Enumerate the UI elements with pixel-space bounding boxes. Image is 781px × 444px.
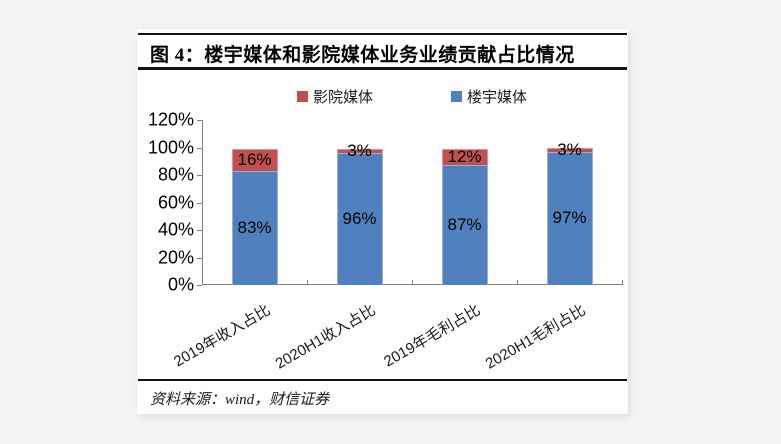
x-axis-tick-mark	[517, 280, 518, 285]
legend-item: 影院媒体	[296, 86, 373, 107]
figure-footer: 资料来源：wind，财信证券	[138, 379, 627, 409]
x-axis-tick-mark	[412, 280, 413, 285]
legend-label: 楼宇媒体	[467, 89, 528, 106]
bar-segment-cinema-media	[231, 148, 278, 171]
y-axis-tick-mark	[197, 257, 202, 259]
bar-segment-building-media	[441, 165, 488, 285]
legend-swatch-icon	[451, 91, 462, 102]
chart-legend: 影院媒体 楼宇媒体	[202, 86, 622, 107]
figure-header: 图 4：楼宇媒体和影院媒体业务业绩贡献占比情况	[138, 33, 627, 70]
bar-segment-building-media	[336, 153, 383, 285]
bar-segment-building-media	[546, 151, 593, 285]
bar-segment-building-media	[231, 170, 278, 285]
y-axis-tick-mark	[197, 147, 202, 149]
y-axis-tick-mark	[197, 120, 202, 121]
y-axis-tick-label: 100%	[147, 137, 194, 157]
bar-segment-cinema-media	[546, 147, 593, 152]
data-label-building-media: 83%	[237, 217, 272, 237]
y-axis-tick-mark	[197, 230, 202, 231]
data-label-cinema-media: 16%	[237, 149, 272, 169]
x-axis-tick-mark	[307, 280, 308, 285]
bar-segment-cinema-media	[336, 148, 383, 153]
x-axis-category-label: 2020H1毛利占比	[482, 301, 589, 373]
y-axis-tick-label: 0%	[167, 274, 194, 295]
bar-segment-cinema-media	[441, 148, 488, 166]
x-axis-category-label: 2019年收入占比	[171, 301, 274, 371]
data-source-note: 资料来源：wind，财信证券	[150, 392, 330, 408]
y-axis-tick-label: 120%	[147, 109, 194, 130]
y-axis-tick-mark	[197, 285, 202, 286]
x-axis-category-label: 2020H1收入占比	[272, 301, 379, 373]
y-axis-tick-label: 40%	[157, 219, 194, 240]
y-axis-tick-mark	[197, 202, 202, 204]
legend-item: 楼宇媒体	[451, 86, 527, 107]
legend-label: 影院媒体	[312, 89, 373, 106]
y-axis-tick-label: 20%	[157, 247, 194, 267]
data-label-cinema-media: 3%	[347, 140, 372, 160]
data-label-cinema-media: 12%	[447, 147, 482, 167]
data-label-building-media: 96%	[342, 209, 377, 228]
y-axis-tick-mark	[197, 175, 202, 176]
data-label-building-media: 97%	[552, 208, 587, 228]
stacked-bar-chart: 影院媒体 楼宇媒体 0% 20% 40% 60% 80% 100% 120% 83% 16% 201…	[137, 70, 628, 379]
x-axis-tick-mark	[622, 280, 623, 285]
x-axis-category-label: 2019年毛利占比	[381, 301, 484, 371]
y-axis-tick-label: 80%	[157, 164, 194, 185]
data-label-cinema-media: 3%	[557, 139, 582, 159]
legend-swatch-icon	[296, 91, 308, 102]
y-axis-tick-label: 60%	[157, 192, 194, 212]
figure-card: 图 4：楼宇媒体和影院媒体业务业绩贡献占比情况 影院媒体 楼宇媒体 0% 20% 40…	[137, 29, 628, 414]
data-label-building-media: 87%	[447, 215, 482, 235]
figure-title: 图 4：楼宇媒体和影院媒体业务业绩贡献占比情况	[150, 45, 575, 66]
